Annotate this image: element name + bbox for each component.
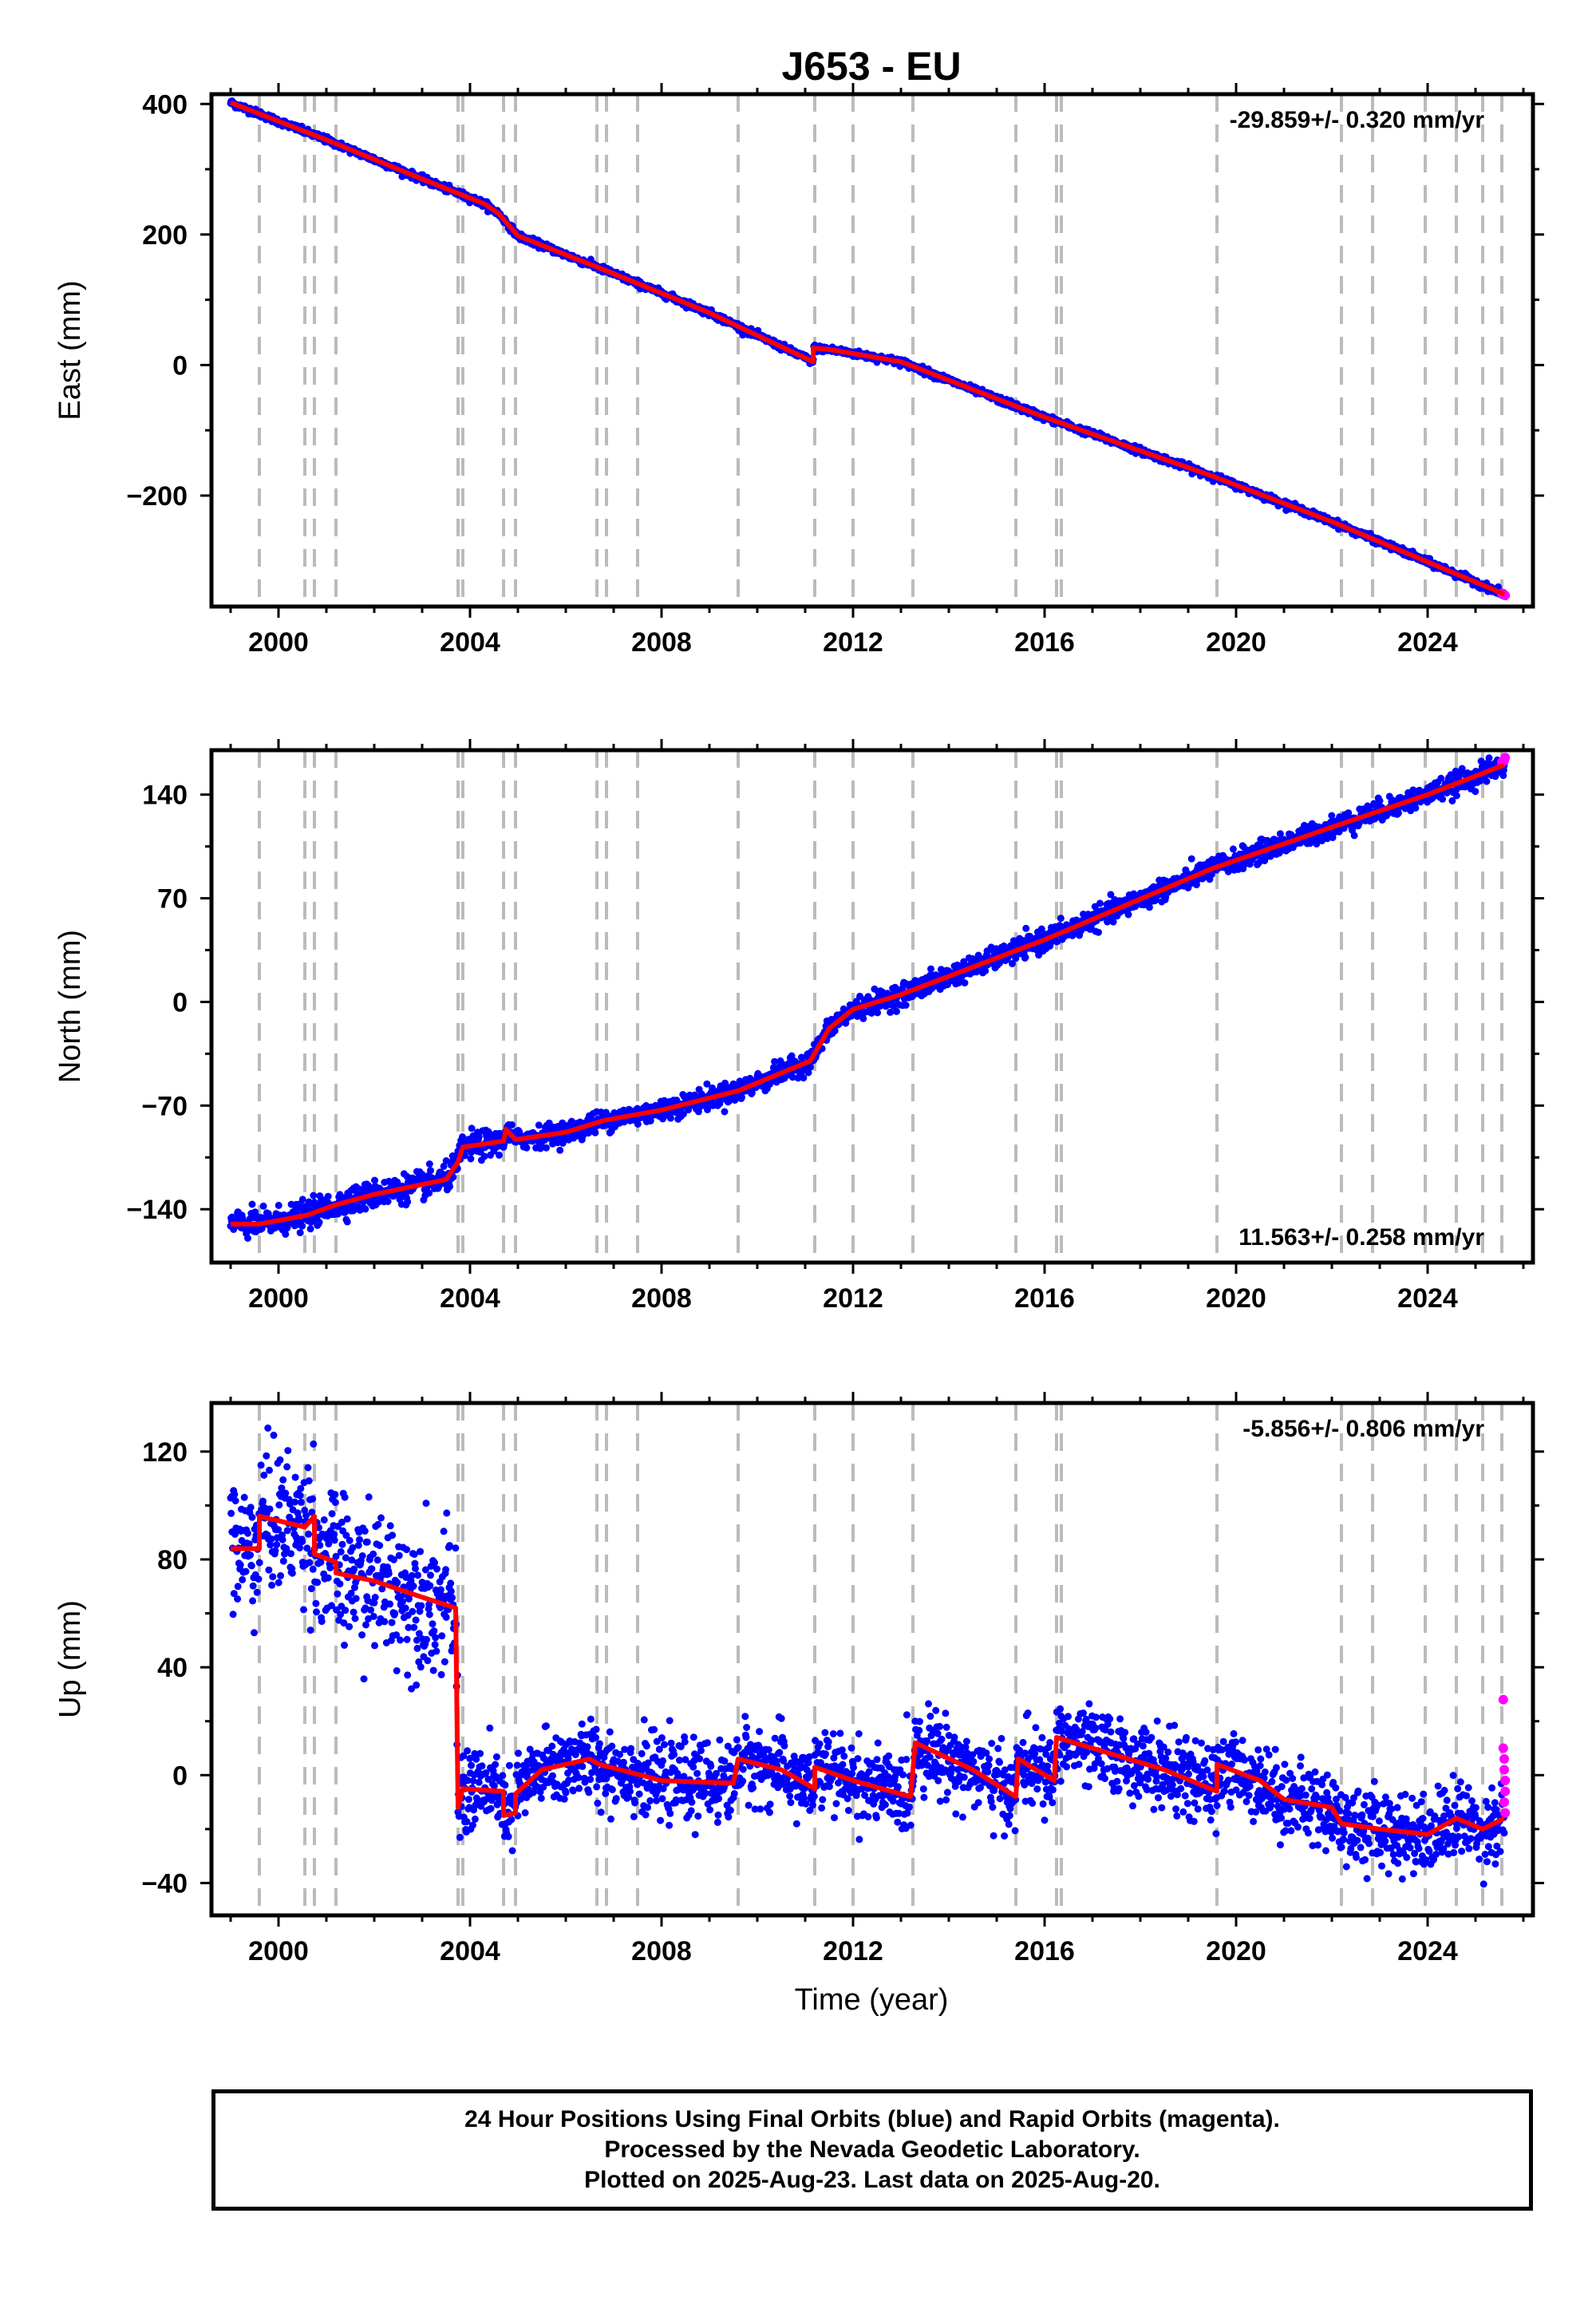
final-orbit-points <box>227 97 1508 599</box>
rapid-point <box>1500 1776 1511 1786</box>
y-tick-label: −200 <box>126 481 188 512</box>
rapid-orbit-points <box>1498 1694 1511 1818</box>
x-tick-label: 2000 <box>248 627 309 658</box>
x-tick-label: 2016 <box>1014 1283 1075 1314</box>
y-axis: −140 −70 0 70 140 <box>126 781 1544 1225</box>
footer-line-1: 24 Hour Positions Using Final Orbits (bl… <box>464 2106 1280 2132</box>
y-tick-label: −40 <box>141 1868 188 1899</box>
x-tick-label: 2012 <box>823 1283 883 1314</box>
rapid-point <box>1498 1694 1508 1705</box>
x-tick-label: 2012 <box>823 1936 883 1966</box>
panel-frame <box>209 1401 1535 1918</box>
x-tick-label: 2004 <box>440 1936 500 1966</box>
rapid-point <box>1499 1765 1509 1775</box>
panel-north: 2000 2004 2008 2012 2016 2020 2024 −140 −70 0 70 14… <box>53 739 1544 1314</box>
final-orbit-scatter <box>227 1424 1508 1888</box>
y-axis: −40 0 40 80 120 <box>141 1437 1544 1899</box>
event-lines <box>258 750 1503 1263</box>
footer-line-3: Plotted on 2025-Aug-23. Last data on 202… <box>584 2167 1160 2193</box>
y-tick-label: 40 <box>157 1653 188 1683</box>
rate-label: -29.859+/- 0.320 mm/yr <box>1230 107 1485 133</box>
final-orbit-points <box>227 1424 1508 1888</box>
y-tick-label: 140 <box>142 781 188 811</box>
y-tick-label: 0 <box>172 987 188 1018</box>
x-tick-label: 2000 <box>248 1283 309 1314</box>
x-tick-label: 2012 <box>823 627 883 658</box>
x-axis: 2000 2004 2008 2012 2016 2020 2024 <box>229 739 1525 1314</box>
rapid-point <box>1500 1786 1511 1796</box>
y-axis-label: Up (mm) <box>53 1600 87 1718</box>
model-line <box>229 100 1506 597</box>
panel-up: 2000 2004 2008 2012 2016 2020 2024 −40 0 40 80 120 U… <box>53 1392 1544 1966</box>
panel-frame <box>209 92 1535 609</box>
x-axis: 2000 2004 2008 2012 2016 2020 2024 <box>229 83 1525 658</box>
model-line <box>231 1513 1506 1837</box>
rapid-point <box>1498 1743 1508 1753</box>
y-axis-label: East (mm) <box>53 280 87 420</box>
x-tick-label: 2000 <box>248 1936 309 1966</box>
y-tick-label: 400 <box>142 89 188 120</box>
footer-box: 24 Hour Positions Using Final Orbits (bl… <box>211 2089 1533 2211</box>
final-orbit-points <box>227 754 1508 1242</box>
rapid-point <box>1499 1754 1509 1765</box>
final-orbit-scatter <box>227 754 1508 1242</box>
chart-title: J653 - EU <box>781 44 961 89</box>
rapid-point <box>1499 1797 1509 1808</box>
x-tick-label: 2024 <box>1397 1283 1458 1314</box>
rate-label: -5.856+/- 0.806 mm/yr <box>1242 1416 1484 1442</box>
y-tick-label: −140 <box>126 1195 188 1225</box>
rapid-point <box>1500 753 1511 763</box>
panel-east: 2000 2004 2008 2012 2016 2020 2024 −200 0 200 400 E… <box>53 83 1544 658</box>
rate-label: 11.563+/- 0.258 mm/yr <box>1238 1224 1484 1251</box>
x-tick-label: 2020 <box>1206 1936 1266 1966</box>
final-orbit-scatter <box>227 97 1508 599</box>
y-tick-label: 80 <box>157 1545 188 1575</box>
x-tick-label: 2024 <box>1397 1936 1458 1966</box>
y-tick-label: 0 <box>172 350 188 381</box>
model-line <box>231 762 1506 1227</box>
y-tick-label: 70 <box>157 884 188 915</box>
panel-frame <box>209 748 1535 1265</box>
x-tick-label: 2008 <box>631 1283 692 1314</box>
x-axis: 2000 2004 2008 2012 2016 2020 2024 <box>229 1392 1525 1966</box>
panels: 2000 2004 2008 2012 2016 2020 2024−2000200400E… <box>53 83 1544 1966</box>
y-tick-label: −70 <box>141 1091 188 1121</box>
x-tick-label: 2008 <box>631 627 692 658</box>
x-tick-label: 2008 <box>631 1936 692 1966</box>
y-tick-label: 120 <box>142 1437 188 1468</box>
x-tick-label: 2004 <box>440 627 500 658</box>
rapid-point <box>1500 1808 1511 1818</box>
x-tick-label: 2016 <box>1014 1936 1075 1966</box>
x-tick-label: 2020 <box>1206 627 1266 658</box>
x-tick-label: 2024 <box>1397 627 1458 658</box>
y-tick-label: 200 <box>142 220 188 251</box>
x-tick-label: 2016 <box>1014 627 1075 658</box>
x-tick-label: 2020 <box>1206 1283 1266 1314</box>
y-tick-label: 0 <box>172 1761 188 1791</box>
y-axis: −200 0 200 400 <box>126 89 1544 512</box>
x-axis-label: Time (year) <box>795 1983 949 2017</box>
y-axis-label: North (mm) <box>53 930 87 1083</box>
footer-line-2: Processed by the Nevada Geodetic Laborat… <box>604 2136 1140 2163</box>
event-lines <box>258 94 1503 607</box>
x-tick-label: 2004 <box>440 1283 500 1314</box>
